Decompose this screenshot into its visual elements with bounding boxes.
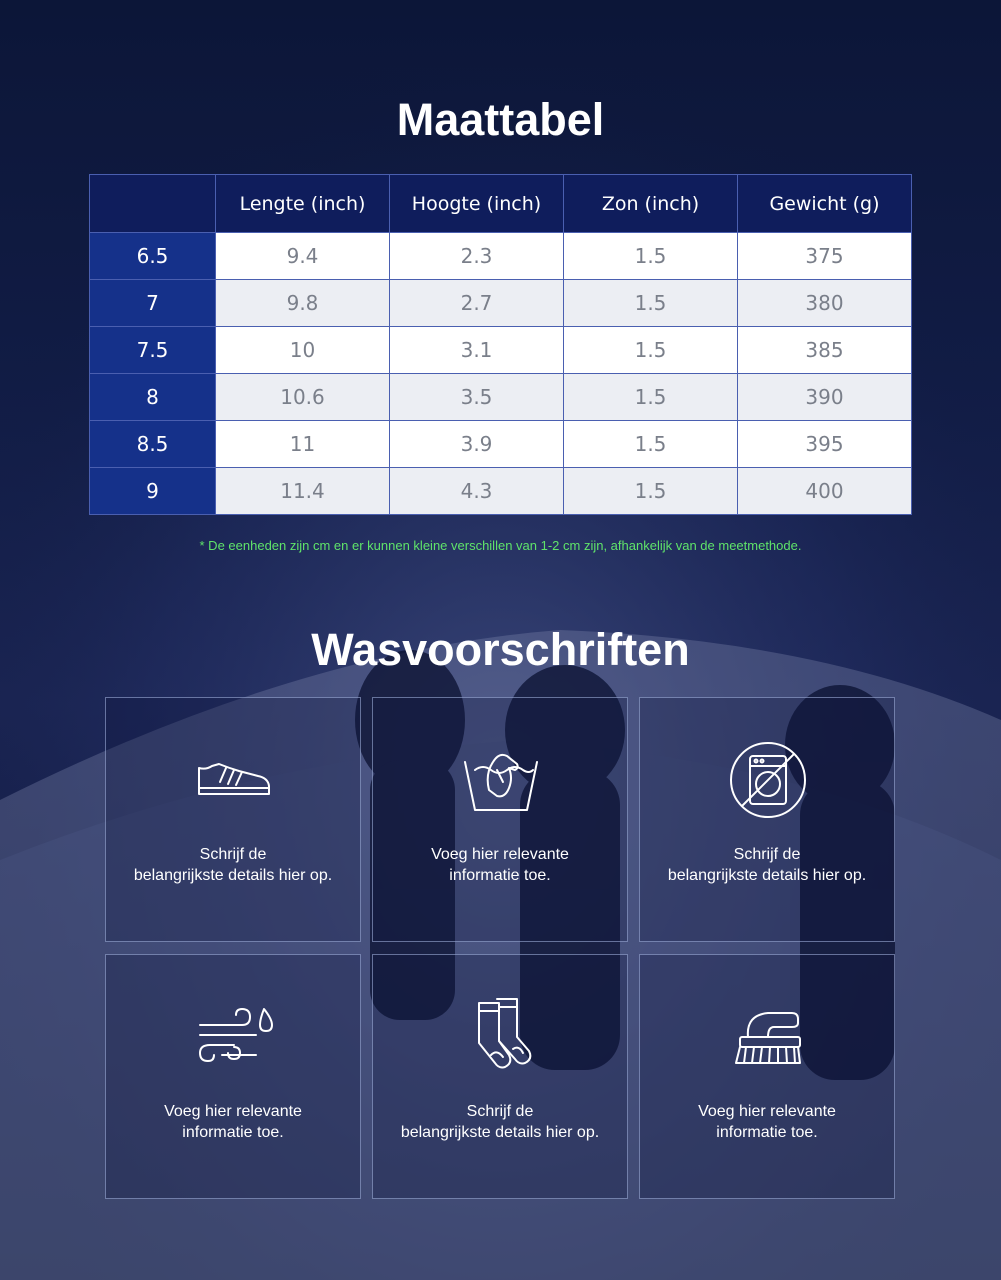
length-cell: 10.6 <box>215 373 390 421</box>
table-row: 7 9.8 2.7 1.5 380 <box>89 279 912 327</box>
table-row: 8 10.6 3.5 1.5 390 <box>89 373 912 421</box>
size-cell: 7.5 <box>89 326 216 374</box>
table-row: 6.5 9.4 2.3 1.5 375 <box>89 232 912 280</box>
height-cell: 3.5 <box>389 373 564 421</box>
table-header-row: Lengte (inch) Hoogte (inch) Zon (inch) G… <box>89 174 912 233</box>
measurement-note: * De eenheden zijn cm en er kunnen klein… <box>199 538 802 553</box>
table-header-length: Lengte (inch) <box>215 174 390 233</box>
wash-card-text: Schrijf de belangrijkste details hier op… <box>400 1103 600 1141</box>
height-cell: 2.7 <box>389 279 564 327</box>
wash-card-text: Schrijf de belangrijkste details hier op… <box>667 846 867 884</box>
size-cell: 6.5 <box>89 232 216 280</box>
table-header-height: Hoogte (inch) <box>389 174 564 233</box>
wash-card-text: Schrijf de belangrijkste details hier op… <box>133 846 333 884</box>
size-chart-title: Maattabel <box>396 94 605 145</box>
size-cell: 8.5 <box>89 420 216 468</box>
height-cell: 3.1 <box>389 326 564 374</box>
height-cell: 2.3 <box>389 232 564 280</box>
wash-card-brush: Voeg hier relevante informatie toe. <box>639 954 895 1199</box>
table-header-sole: Zon (inch) <box>563 174 738 233</box>
size-cell: 9 <box>89 467 216 515</box>
socks-icon <box>461 997 541 1077</box>
weight-cell: 400 <box>737 467 912 515</box>
table-row: 7.5 10 3.1 1.5 385 <box>89 326 912 374</box>
wash-card-sneaker: Schrijf de belangrijkste details hier op… <box>105 697 361 942</box>
wash-card-text: Voeg hier relevante informatie toe. <box>164 1103 302 1141</box>
length-cell: 11.4 <box>215 467 390 515</box>
sole-cell: 1.5 <box>563 373 738 421</box>
size-cell: 7 <box>89 279 216 327</box>
weight-cell: 380 <box>737 279 912 327</box>
sole-cell: 1.5 <box>563 467 738 515</box>
sole-cell: 1.5 <box>563 326 738 374</box>
table-header-weight: Gewicht (g) <box>737 174 912 233</box>
weight-cell: 375 <box>737 232 912 280</box>
wash-card-socks: Schrijf de belangrijkste details hier op… <box>372 954 628 1199</box>
height-cell: 4.3 <box>389 467 564 515</box>
length-cell: 11 <box>215 420 390 468</box>
scrub-brush-icon <box>728 997 808 1077</box>
wash-card-text: Voeg hier relevante informatie toe. <box>431 846 569 884</box>
wash-title: Wasvoorschriften <box>311 624 690 675</box>
size-cell: 8 <box>89 373 216 421</box>
height-cell: 3.9 <box>389 420 564 468</box>
sole-cell: 1.5 <box>563 279 738 327</box>
length-cell: 10 <box>215 326 390 374</box>
hand-wash-icon <box>461 740 541 820</box>
wash-card-text: Voeg hier relevante informatie toe. <box>698 1103 836 1141</box>
table-row: 9 11.4 4.3 1.5 400 <box>89 467 912 515</box>
table-header-corner <box>89 174 216 233</box>
weight-cell: 395 <box>737 420 912 468</box>
no-washing-machine-icon <box>728 740 808 820</box>
sole-cell: 1.5 <box>563 420 738 468</box>
length-cell: 9.4 <box>215 232 390 280</box>
wash-card-hand-wash: Voeg hier relevante informatie toe. <box>372 697 628 942</box>
weight-cell: 390 <box>737 373 912 421</box>
size-table: Lengte (inch) Hoogte (inch) Zon (inch) G… <box>89 174 912 515</box>
weight-cell: 385 <box>737 326 912 374</box>
sole-cell: 1.5 <box>563 232 738 280</box>
wash-card-air-dry: Voeg hier relevante informatie toe. <box>105 954 361 1199</box>
wash-card-no-machine: Schrijf de belangrijkste details hier op… <box>639 697 895 942</box>
sneaker-icon <box>194 740 274 820</box>
table-row: 8.5 11 3.9 1.5 395 <box>89 420 912 468</box>
air-dry-icon <box>194 997 274 1077</box>
length-cell: 9.8 <box>215 279 390 327</box>
